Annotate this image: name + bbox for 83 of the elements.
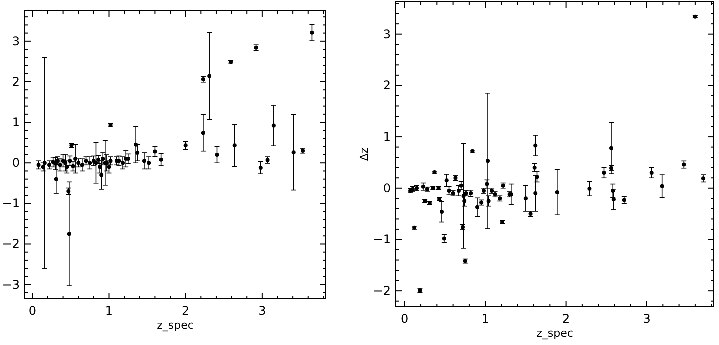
point [100,173,104,178]
y-tick-label: 3 [12,34,20,48]
point [98,165,102,170]
y-tick-label: −2 [373,284,391,298]
point [485,182,490,186]
point [108,159,113,164]
point [459,184,464,188]
x-tick-label: 0 [401,312,409,326]
point [48,163,52,168]
point [68,159,72,164]
point [201,131,206,136]
point [292,150,296,155]
y-tick-label: −1 [2,196,20,211]
point [36,163,41,168]
point [136,150,140,155]
point [650,170,654,175]
y-tick-label: −2 [2,237,20,252]
point [67,232,72,236]
y-tick-label: 2 [383,78,391,93]
point [258,166,263,170]
point [56,159,60,164]
point [142,159,146,164]
point [121,161,126,166]
y-tick-label: 0 [12,156,20,170]
y-axis-title: Δz [358,148,371,162]
point [80,163,84,168]
x-tick-label: 3 [258,304,266,318]
point [447,188,452,193]
point [602,170,606,175]
x-tick-label: 0 [28,304,36,318]
point [456,188,461,193]
point [442,236,446,241]
point [532,166,537,170]
point [310,30,314,35]
point [232,144,237,148]
point [65,165,70,170]
point [208,74,212,78]
x-tick-label: 2 [182,304,190,318]
y-tick-label: 3 [383,27,391,42]
point [41,165,46,170]
point [486,159,490,164]
x-axis-title: z_spec [157,319,194,332]
point [444,178,449,183]
point [153,150,158,154]
point [88,161,92,166]
point [534,144,538,148]
point [609,146,614,150]
point [486,199,491,204]
point [535,175,540,180]
point [184,144,188,148]
point [84,159,88,164]
y-tick-label: 2 [12,74,20,89]
point [476,205,480,210]
point [462,199,467,204]
point [555,190,560,194]
point [74,157,78,162]
y-tick-label: −3 [2,278,20,292]
y-tick-label: 0 [383,181,391,196]
point [534,192,538,196]
point [54,177,58,182]
point [76,161,81,166]
point [101,157,106,162]
y-tick-label: 1 [12,116,20,130]
point [147,161,152,166]
point [107,165,112,170]
point [114,159,119,164]
point [440,210,444,214]
point [215,153,220,157]
x-tick-label: 1 [482,312,490,326]
point [71,164,76,168]
point [58,163,62,168]
point [588,186,592,191]
x-tick-label: 2 [562,312,570,326]
point [272,124,276,128]
x-tick-label: 1 [105,304,114,318]
point [524,196,528,201]
y-tick-label: 1 [383,130,391,144]
x-axis-title: z_spec [536,327,574,340]
y-tick-label: −1 [373,232,391,247]
x-tick-label: 3 [643,312,651,326]
point [159,158,164,162]
point [92,159,96,164]
point [660,184,664,188]
